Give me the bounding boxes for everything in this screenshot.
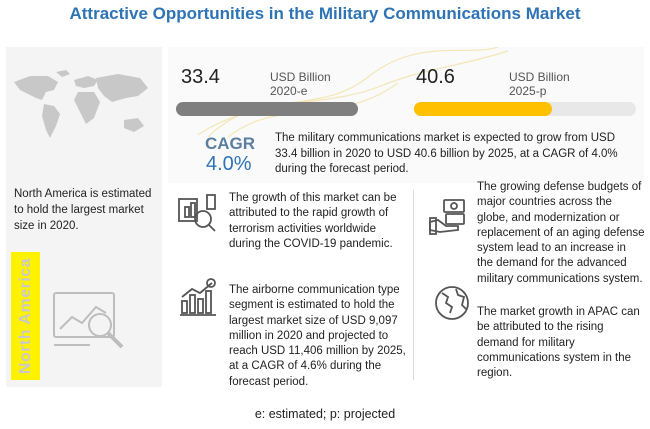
defense-text: The growing defense budgets of major cou… [477, 181, 645, 285]
cagr-value: 4.0% [206, 153, 252, 175]
unit-2025: USD Billion 2025-p [509, 70, 570, 98]
region-text: North America is estimated to hold the l… [14, 188, 152, 232]
money-hand-icon [429, 199, 465, 235]
world-map-icon [14, 70, 148, 138]
divider [413, 190, 414, 380]
year-2025: 2025-p [509, 84, 547, 98]
analytics-icon [53, 292, 124, 349]
swirl-decoration [197, 47, 509, 137]
page-title: Attractive Opportunities in the Military… [69, 4, 581, 23]
value-2025: 40.6 [416, 66, 455, 88]
region-label: North America [16, 257, 34, 375]
footnote: e: estimated; p: projected [254, 407, 396, 421]
bar-2020-fill [176, 102, 358, 116]
unit-2020-label: USD Billion [270, 70, 331, 84]
apac-text: The market growth in APAC can be attribu… [477, 306, 640, 380]
cagr-label: CAGR [205, 134, 256, 153]
unit-2025-label: USD Billion [509, 70, 570, 84]
cagr-text: The military communications market is ex… [275, 132, 618, 175]
value-2020: 33.4 [181, 66, 220, 88]
bar-2025-fill [414, 102, 552, 116]
airborne-text: The airborne communication type segment … [229, 284, 406, 388]
growth-text: The growth of this market can be attribu… [229, 192, 397, 250]
unit-2020: USD Billion 2020-e [270, 70, 331, 98]
region-label-bar: North America [11, 252, 40, 380]
year-2020: 2020-e [270, 84, 308, 98]
growth-chart-icon [178, 194, 216, 232]
bar-2025 [414, 102, 636, 116]
globe-icon [435, 286, 469, 320]
rising-chart-icon [180, 278, 216, 316]
bar-2020 [176, 102, 358, 116]
